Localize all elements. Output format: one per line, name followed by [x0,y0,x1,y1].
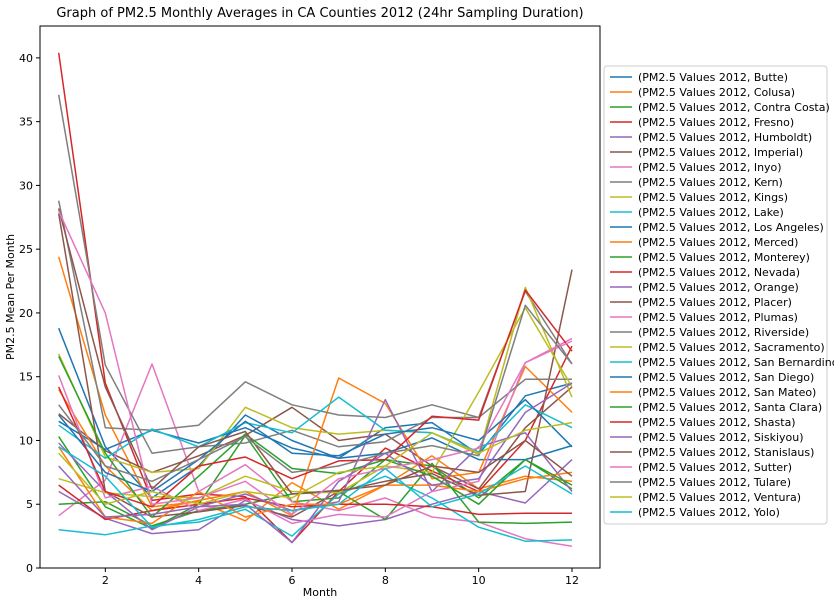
series-line-1 [58,327,573,499]
legend-label: (PM2.5 Values 2012, Los Angeles) [638,221,824,234]
y-tick-label: 20 [19,307,33,320]
y-tick-label: 10 [19,434,33,447]
y-tick-label: 25 [19,243,33,256]
legend-label: (PM2.5 Values 2012, San Mateo) [638,386,816,399]
series-line-12 [58,365,573,517]
legend-label: (PM2.5 Values 2012, Colusa) [638,86,795,99]
y-tick-label: 40 [19,52,33,65]
series-line-4 [57,52,573,544]
legend-label: (PM2.5 Values 2012, San Diego) [638,371,814,384]
legend-label: (PM2.5 Values 2012, San Bernardino) [638,356,834,369]
series-line-29 [58,421,573,505]
legend-label: (PM2.5 Values 2012, Plumas) [638,311,798,324]
legend-label: (PM2.5 Values 2012, Contra Costa) [638,101,830,114]
x-tick-label: 2 [102,574,109,587]
series-line-20 [58,396,573,460]
legend-label: (PM2.5 Values 2012, Santa Clara) [638,401,822,414]
x-tick-label: 12 [565,574,579,587]
legend-label: (PM2.5 Values 2012, Kings) [638,191,788,204]
legend-label: (PM2.5 Values 2012, Butte) [638,71,788,84]
legend-label: (PM2.5 Values 2012, Orange) [638,281,799,294]
series-line-10 [58,475,573,542]
plot-area [57,52,573,548]
series-line-3 [58,434,573,530]
legend-label: (PM2.5 Values 2012, Sacramento) [638,341,825,354]
y-axis: 0 5 10 15 20 25 30 35 40 [19,52,40,575]
legend-label: (PM2.5 Values 2012, Nevada) [638,266,800,279]
y-tick-label: 35 [19,116,33,129]
legend-label: (PM2.5 Values 2012, Shasta) [638,416,796,429]
legend-label: (PM2.5 Values 2012, Stanislaus) [638,446,814,459]
series-line-23 [58,355,573,518]
legend-label: (PM2.5 Values 2012, Riverside) [638,326,809,339]
x-tick-label: 10 [472,574,486,587]
legend-label: (PM2.5 Values 2012, Yolo) [638,506,780,519]
legend-label: (PM2.5 Values 2012, Humboldt) [638,131,812,144]
x-axis-title: Month [303,586,338,599]
y-tick-label: 5 [26,498,33,511]
y-tick-label: 0 [26,562,33,575]
legend-label: (PM2.5 Values 2012, Ventura) [638,491,801,504]
legend-label: (PM2.5 Values 2012, Merced) [638,236,798,249]
chart-title: Graph of PM2.5 Monthly Averages in CA Co… [56,6,583,21]
series-line-8 [57,94,573,454]
legend-box [603,65,828,525]
x-tick-label: 8 [382,574,389,587]
series-line-26 [57,208,573,495]
legend: (PM2.5 Values 2012, Butte) (PM2.5 Values … [603,65,834,525]
legend-label: (PM2.5 Values 2012, Sutter) [638,461,792,474]
series-line-30 [58,446,573,528]
legend-label: (PM2.5 Values 2012, Siskiyou) [638,431,804,444]
series-line-2 [57,256,573,522]
legend-label: (PM2.5 Values 2012, Inyo) [638,161,782,174]
x-tick-label: 6 [289,574,296,587]
plot-frame [39,25,601,569]
legend-label: (PM2.5 Values 2012, Monterey) [638,251,810,264]
legend-label: (PM2.5 Values 2012, Fresno) [638,116,794,129]
x-tick-label: 4 [195,574,202,587]
x-axis: 2 4 6 8 10 12 [102,568,579,587]
y-tick-label: 15 [19,371,33,384]
legend-label: (PM2.5 Values 2012, Kern) [638,176,783,189]
y-tick-label: 30 [19,179,33,192]
series-line-28 [58,304,573,483]
series-line-5 [58,459,573,535]
legend-label: (PM2.5 Values 2012, Lake) [638,206,784,219]
legend-label: (PM2.5 Values 2012, Imperial) [638,146,803,159]
y-axis-title: PM2.5 Mean Per Month [4,234,17,360]
legend-label: (PM2.5 Values 2012, Tulare) [638,476,791,489]
legend-label: (PM2.5 Values 2012, Placer) [638,296,792,309]
series-line-27 [58,210,573,516]
series-line-18 [57,200,572,432]
series-line-6 [58,386,573,490]
